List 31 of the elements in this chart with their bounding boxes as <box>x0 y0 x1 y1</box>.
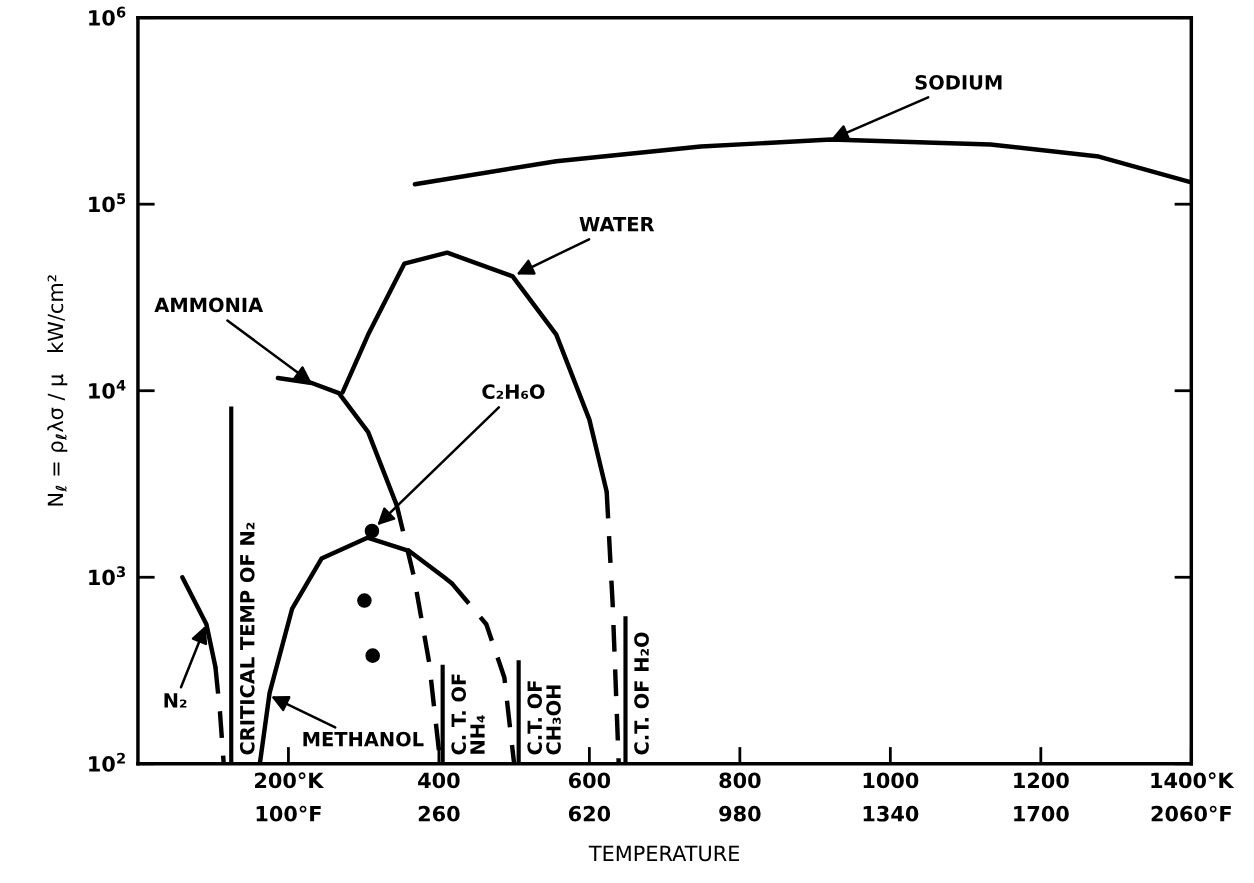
x2-tick-label: 980 <box>719 805 761 822</box>
annotation: C₂H₆O <box>482 384 545 399</box>
y-tick-label: 10$^{2}$ <box>89 752 125 772</box>
x-tick-label: 1200 <box>1014 772 1069 789</box>
annotation: AMMONIA <box>154 297 264 313</box>
x2-tick-label: 100°F <box>256 805 321 822</box>
ref-line-label: C. T. OF NH₄ <box>451 674 485 755</box>
y-axis-title: N$_{ℓ}$ = ρ$_{ℓ}$λσ / μ kW/cm² <box>47 275 68 506</box>
annotation: WATER <box>579 217 655 232</box>
x-tick-label: 400 <box>418 772 460 789</box>
x2-tick-label: 260 <box>418 805 460 822</box>
x-tick-label: 800 <box>719 772 761 789</box>
y-tick-label: 10$^{4}$ <box>89 379 126 399</box>
x-tick-label: 600 <box>568 772 611 789</box>
x2-tick-label: 1700 <box>1014 805 1069 822</box>
x-tick-label: 200°K <box>255 772 325 789</box>
annotation: SODIUM <box>915 74 1002 90</box>
ref-line-label: C.T. OF H₂O <box>634 632 649 755</box>
ref-line-label: C.T. OF CH₃OH <box>527 681 561 755</box>
x-axis-title: TEMPERATURE <box>588 845 740 862</box>
x-tick-label: 1400°K <box>1151 772 1235 789</box>
y-tick-label: 10$^{3}$ <box>89 566 126 586</box>
x2-tick-label: 1340 <box>863 805 919 822</box>
ref-line-label: CRITICAL TEMP OF N₂ <box>239 522 255 755</box>
y-tick-label: 10$^{5}$ <box>89 193 126 213</box>
y-tick-label: 10$^{6}$ <box>89 6 126 26</box>
x2-tick-label: 2060°F <box>1151 805 1231 822</box>
x-tick-label: 1000 <box>863 772 919 789</box>
annotation: N₂ <box>164 693 187 708</box>
annotation: METHANOL <box>303 731 424 747</box>
x2-tick-label: 620 <box>568 805 611 822</box>
